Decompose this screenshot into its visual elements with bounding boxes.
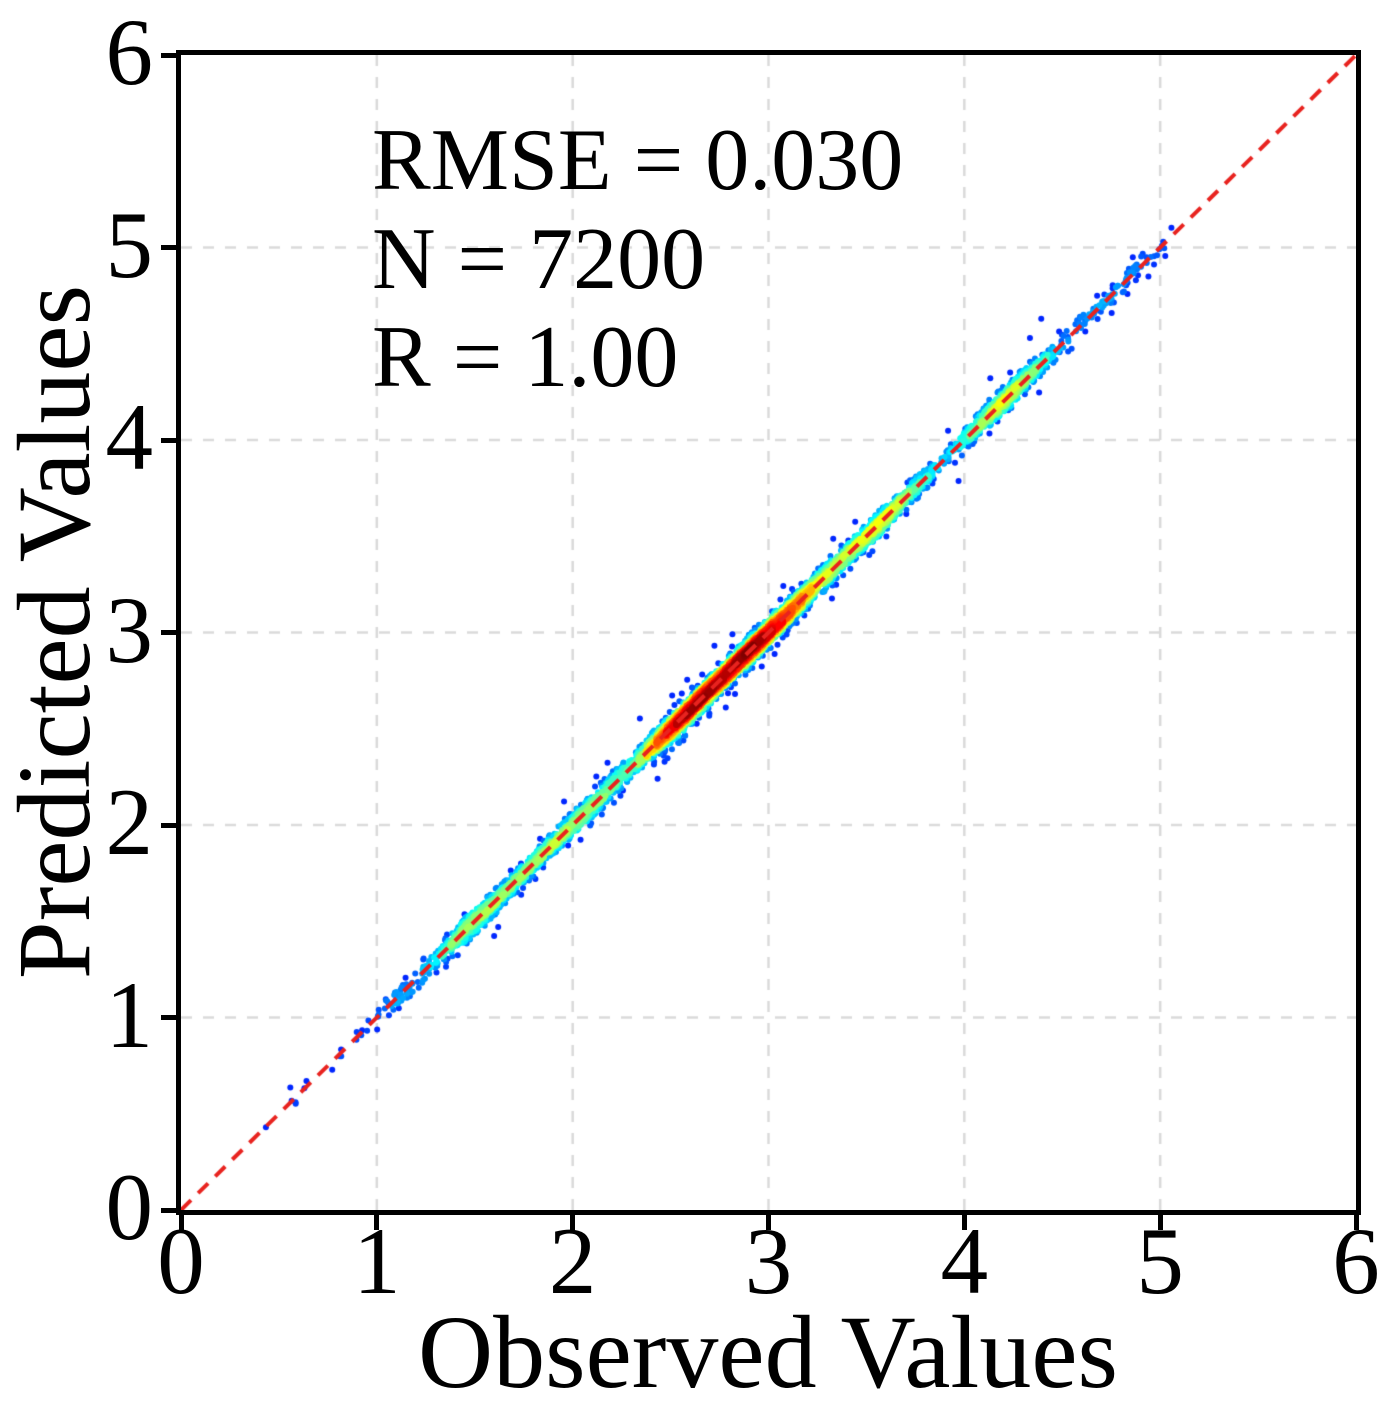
y-tick-mark [161, 52, 176, 58]
x-tick-label: 4 [940, 1208, 989, 1314]
x-tick-mark [1157, 1215, 1163, 1230]
scatter-plot-canvas [181, 55, 1356, 1210]
y-tick-label: 4 [105, 384, 154, 490]
x-tick-label: 3 [744, 1208, 793, 1314]
y-tick-mark [161, 245, 176, 250]
y-tick-mark [161, 437, 176, 443]
x-tick-label: 5 [1136, 1208, 1184, 1314]
rmse-text: RMSE = 0.030 [372, 112, 904, 209]
y-axis-label: Predicted Values [0, 284, 112, 980]
x-tick-mark [178, 1215, 184, 1230]
x-tick-label: 2 [548, 1208, 597, 1314]
y-tick-mark [161, 1207, 176, 1213]
y-tick-label: 0 [105, 1154, 154, 1260]
x-tick-mark [961, 1215, 967, 1230]
n-text: N = 7200 [372, 210, 706, 308]
x-tick-mark [766, 1215, 771, 1230]
plot-area [176, 50, 1361, 1215]
x-tick-mark [570, 1215, 576, 1230]
x-tick-label: 6 [1332, 1208, 1380, 1314]
y-tick-label: 2 [105, 769, 154, 875]
y-tick-mark [161, 630, 176, 635]
x-tick-mark [1353, 1215, 1359, 1230]
x-axis-label: Observed Values [418, 1295, 1118, 1410]
x-tick-label: 0 [157, 1208, 205, 1314]
y-tick-mark [161, 822, 176, 828]
y-tick-label: 5 [105, 191, 154, 298]
x-tick-label: 1 [353, 1208, 401, 1314]
y-tick-label: 6 [105, 0, 154, 105]
y-tick-label: 1 [105, 961, 154, 1068]
r-text: R = 1.00 [372, 309, 679, 407]
y-tick-label: 3 [105, 576, 154, 683]
y-tick-mark [161, 1015, 176, 1020]
x-tick-mark [374, 1215, 380, 1230]
stats-annotation: RMSE = 0.030 N = 7200 R = 1.00 [372, 112, 903, 408]
